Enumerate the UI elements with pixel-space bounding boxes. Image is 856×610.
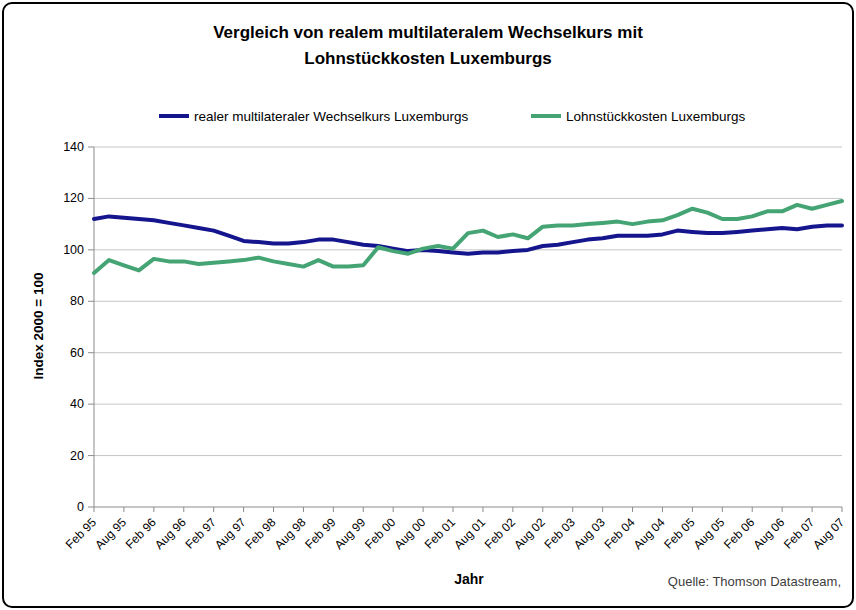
unit-labor-costs-line xyxy=(94,201,842,273)
x-tick-label: Feb 97 xyxy=(182,515,219,552)
x-tick-label: Aug 00 xyxy=(391,515,428,552)
y-tick-label: 60 xyxy=(70,346,84,360)
y-tick-label: 20 xyxy=(70,449,84,463)
x-tick-label: Aug 04 xyxy=(631,515,668,552)
x-tick-label: Aug 07 xyxy=(810,515,847,552)
x-tick-label: Feb 07 xyxy=(781,515,818,552)
y-tick-label: 140 xyxy=(63,140,84,154)
source-note: Quelle: Thomson Datastream, xyxy=(668,574,841,589)
x-tick-label: Feb 02 xyxy=(482,515,519,552)
x-axis-title: Jahr xyxy=(454,571,484,587)
x-tick-label: Aug 95 xyxy=(92,515,129,552)
x-tick-label: Feb 99 xyxy=(302,515,339,552)
x-tick-label: Aug 97 xyxy=(212,515,249,552)
x-tick-label: Feb 00 xyxy=(362,515,399,552)
chart-frame: Vergleich von realem multilateralem Wech… xyxy=(2,2,854,608)
y-tick-label: 120 xyxy=(63,191,84,205)
x-tick-label: Feb 98 xyxy=(242,515,279,552)
x-tick-label: Aug 03 xyxy=(571,515,608,552)
x-tick-label: Aug 96 xyxy=(152,515,189,552)
y-tick-label: 80 xyxy=(70,294,84,308)
y-tick-label: 0 xyxy=(77,500,84,514)
x-tick-label: Aug 98 xyxy=(272,515,309,552)
x-tick-label: Feb 04 xyxy=(601,515,638,552)
x-tick-label: Aug 05 xyxy=(691,515,728,552)
y-tick-label: 100 xyxy=(63,243,84,257)
x-tick-label: Aug 06 xyxy=(750,515,787,552)
x-tick-label: Feb 06 xyxy=(721,515,758,552)
x-tick-label: Feb 01 xyxy=(422,515,459,552)
x-tick-label: Aug 02 xyxy=(511,515,548,552)
x-tick-label: Aug 01 xyxy=(451,515,488,552)
x-tick-label: Feb 96 xyxy=(123,515,160,552)
plot-area: 020406080100120140Feb 95Aug 95Feb 96Aug … xyxy=(4,4,854,608)
x-tick-label: Aug 99 xyxy=(332,515,369,552)
x-tick-label: Feb 03 xyxy=(542,515,579,552)
x-tick-label: Feb 05 xyxy=(661,515,698,552)
x-tick-label: Feb 95 xyxy=(63,515,100,552)
y-tick-label: 40 xyxy=(70,397,84,411)
